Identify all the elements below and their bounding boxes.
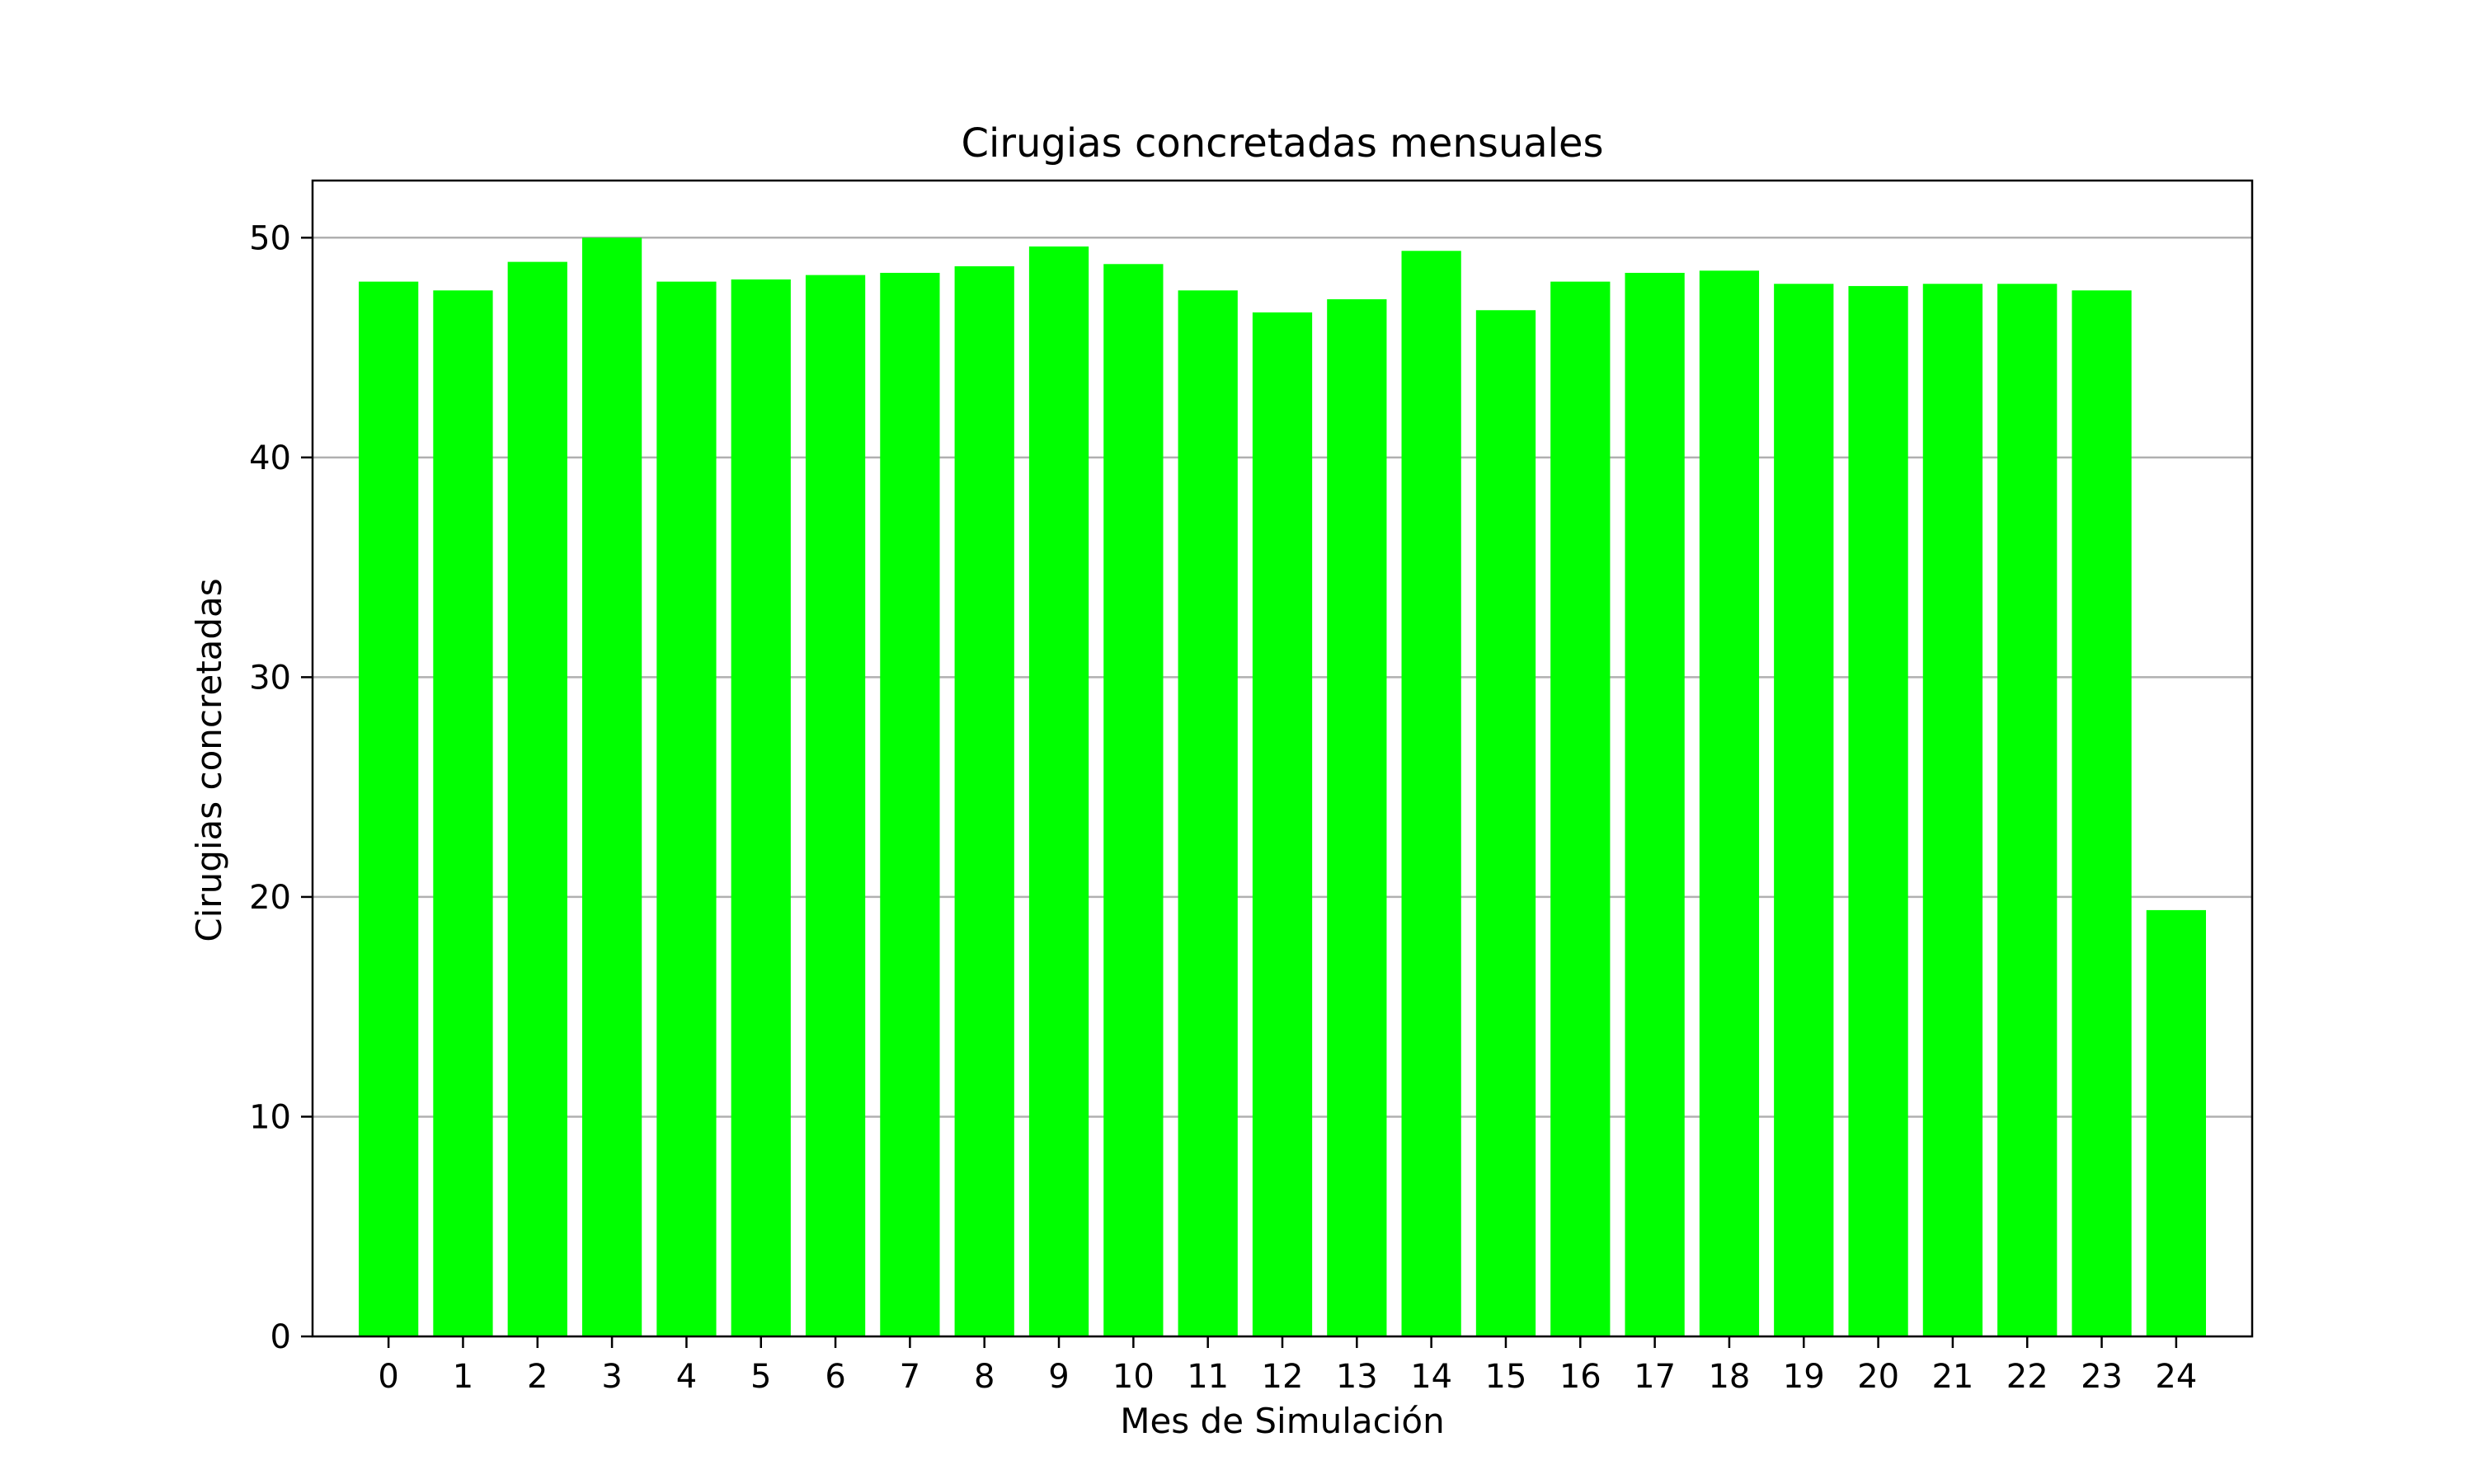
bar: [2146, 909, 2206, 1336]
x-tick-label: 11: [1187, 1358, 1229, 1396]
bar: [1028, 246, 1089, 1337]
y-tick-label: 0: [270, 1318, 291, 1356]
y-tick-label: 30: [249, 659, 291, 697]
x-tick-label: 22: [2006, 1358, 2048, 1396]
bar: [1774, 284, 1834, 1336]
y-axis-label: Cirugias concretadas: [189, 578, 229, 942]
x-tick-label: 5: [750, 1358, 771, 1396]
bar: [1550, 281, 1611, 1336]
x-tick-label: 2: [527, 1358, 548, 1396]
bar: [805, 275, 866, 1336]
x-tick-label: 24: [2155, 1358, 2197, 1396]
y-tick-label: 50: [249, 219, 291, 257]
bar: [1922, 284, 1983, 1336]
bar: [1103, 264, 1164, 1336]
x-tick-label: 8: [974, 1358, 995, 1396]
chart-title: Cirugias concretadas mensuales: [961, 120, 1603, 167]
x-tick-label: 6: [825, 1358, 845, 1396]
x-tick-label: 16: [1559, 1358, 1602, 1396]
y-tick-label: 10: [249, 1098, 291, 1136]
x-tick-label: 15: [1485, 1358, 1527, 1396]
bar: [433, 290, 493, 1336]
bar: [1401, 251, 1461, 1337]
x-tick-label: 7: [900, 1358, 920, 1396]
x-tick-label: 23: [2081, 1358, 2123, 1396]
bar: [1625, 272, 1685, 1336]
y-tick-label: 40: [249, 439, 291, 477]
bar: [731, 279, 791, 1336]
x-tick-label: 3: [601, 1358, 622, 1396]
bars: [359, 237, 2206, 1337]
bar: [581, 237, 642, 1336]
x-tick-label: 12: [1262, 1358, 1304, 1396]
x-tick-label: 20: [1857, 1358, 1899, 1396]
x-tick-label: 1: [453, 1358, 473, 1396]
x-tick-label: 17: [1634, 1358, 1676, 1396]
bar: [359, 281, 419, 1336]
bar: [1475, 310, 1536, 1336]
x-tick-label: 4: [676, 1358, 697, 1396]
x-tick-label: 19: [1783, 1358, 1825, 1396]
x-tick-label: 18: [1708, 1358, 1750, 1396]
bar: [954, 265, 1014, 1336]
bar: [1252, 312, 1313, 1336]
bar: [2072, 290, 2132, 1336]
bar: [1327, 298, 1387, 1337]
bar: [1178, 290, 1238, 1336]
bar: [1699, 270, 1760, 1336]
x-axis-label: Mes de Simulación: [1120, 1401, 1445, 1441]
bar: [507, 261, 567, 1337]
x-tick-label: 10: [1112, 1358, 1155, 1396]
x-tick-label: 13: [1336, 1358, 1378, 1396]
bar: [880, 272, 940, 1336]
x-tick-label: 21: [1931, 1358, 1973, 1396]
x-axis-ticks: 0 1 2 3 4 5 6 7 8 9 10 11 12 13 14 15 16 17 18 19 20 21 22 23 24: [378, 1336, 2197, 1396]
x-tick-label: 9: [1048, 1358, 1069, 1396]
x-tick-label: 14: [1410, 1358, 1452, 1396]
bar: [1848, 285, 1908, 1336]
bar: [1997, 284, 2058, 1336]
y-axis-ticks: 0 10 20 30 40 50: [249, 219, 313, 1356]
y-tick-label: 20: [249, 879, 291, 917]
bar: [656, 281, 717, 1336]
x-tick-label: 0: [378, 1358, 398, 1396]
